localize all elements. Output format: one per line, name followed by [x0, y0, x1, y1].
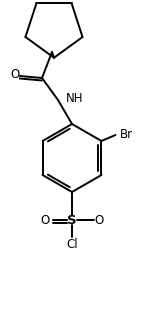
Text: O: O: [94, 213, 104, 226]
Text: S: S: [67, 213, 77, 226]
Text: Cl: Cl: [66, 237, 78, 250]
Text: O: O: [40, 213, 50, 226]
Text: Br: Br: [119, 129, 133, 142]
Text: NH: NH: [66, 92, 83, 105]
Text: O: O: [10, 69, 20, 82]
